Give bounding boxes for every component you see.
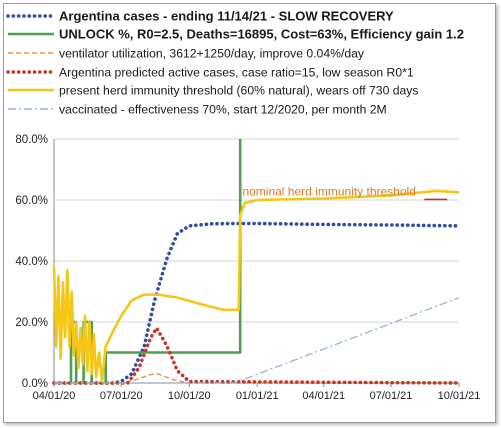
y-tick-label: 40.0% (15, 256, 48, 268)
annotation-label: nominal herd immunity threshold (242, 184, 415, 198)
legend-label: ventilator utilization, 3612+1250/day, i… (59, 47, 365, 61)
legend-label: Argentina predicted active cases, case r… (59, 66, 414, 80)
x-tick-label: 04/01/20 (33, 390, 76, 402)
legend-label: UNLOCK %, R0=2.5, Deaths=16895, Cost=63%… (59, 27, 464, 42)
legend-label: present herd immunity threshold (60% nat… (59, 84, 419, 98)
x-tick-label: 01/01/21 (236, 390, 279, 402)
chart-frame: Argentina cases - ending 11/14/21 - SLOW… (3, 3, 496, 423)
x-tick-label: 04/01/21 (302, 390, 345, 402)
y-tick-label: 20.0% (15, 317, 48, 329)
chart: Argentina cases - ending 11/14/21 - SLOW… (6, 9, 481, 402)
series-line-argentina-cases-ending-11-14-21-slow-rec (52, 221, 461, 385)
y-tick-label: 0.0% (22, 378, 48, 390)
x-tick-label: 10/01/20 (168, 390, 211, 402)
y-tick-label: 80.0% (15, 134, 48, 146)
x-tick-label: 10/01/21 (438, 390, 481, 402)
x-tick-label: 07/01/20 (100, 390, 143, 402)
legend-label: Argentina cases - ending 11/14/21 - SLOW… (59, 9, 394, 24)
legend-label: vaccinated - effectiveness 70%, start 12… (59, 103, 387, 117)
y-tick-label: 60.0% (15, 195, 48, 207)
series-line-present-herd-immunity-threshold-60-natur (52, 189, 460, 383)
series-line-argentina-predicted-active-cases-case-ra (52, 326, 461, 385)
x-tick-label: 07/01/21 (370, 390, 413, 402)
series-line-vaccinated-effectiveness-70-start-12-202 (54, 296, 460, 384)
